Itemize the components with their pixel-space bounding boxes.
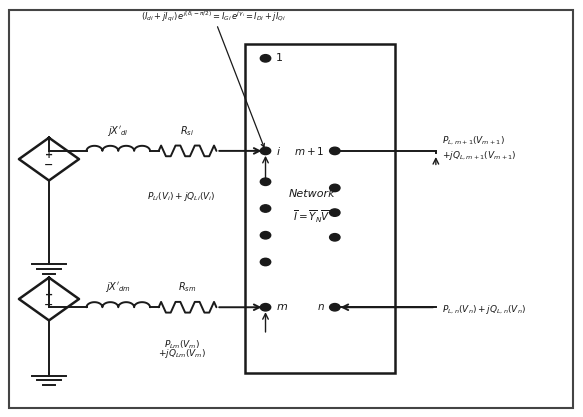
- Text: Network: Network: [289, 189, 335, 199]
- Text: $jX'_{di}$: $jX'_{di}$: [107, 124, 129, 138]
- Text: $n$: $n$: [317, 302, 324, 312]
- Text: $(I_{di}+jI_{qi})\,e^{j(\delta_i-\pi/2)}=I_{Gi}\,e^{j\gamma_i}=I_{Di}+jI_{Qi}$: $(I_{di}+jI_{qi})\,e^{j(\delta_i-\pi/2)}…: [141, 9, 286, 147]
- Text: +: +: [45, 290, 53, 300]
- Text: $R_{sm}$: $R_{sm}$: [178, 280, 197, 294]
- Text: $P_{L,m+1}(V_{m+1})$: $P_{L,m+1}(V_{m+1})$: [442, 135, 504, 147]
- Text: −: −: [44, 160, 54, 170]
- Text: $P_{L,n}(V_n)+jQ_{L,n}(V_n)$: $P_{L,n}(V_n)+jQ_{L,n}(V_n)$: [442, 303, 526, 316]
- Text: $+jQ_{L,m+1}(V_{m+1})$: $+jQ_{L,m+1}(V_{m+1})$: [442, 150, 516, 162]
- Bar: [245, 44, 395, 373]
- Text: $P_{Li}(V_i)+jQ_{Li}(V_i)$: $P_{Li}(V_i)+jQ_{Li}(V_i)$: [147, 190, 216, 203]
- Circle shape: [329, 209, 340, 216]
- Text: $R_{si}$: $R_{si}$: [181, 124, 195, 138]
- Circle shape: [261, 178, 271, 186]
- Circle shape: [329, 304, 340, 311]
- Text: $jX'_{dm}$: $jX'_{dm}$: [106, 280, 131, 294]
- Text: $i$: $i$: [276, 145, 281, 157]
- Text: $+jQ_{Lm}(V_m)$: $+jQ_{Lm}(V_m)$: [158, 347, 206, 360]
- Text: +: +: [45, 150, 53, 160]
- Circle shape: [261, 304, 271, 311]
- Text: $m+1$: $m+1$: [294, 145, 324, 157]
- Circle shape: [329, 147, 340, 155]
- Text: $P_{Lm}(V_m)$: $P_{Lm}(V_m)$: [164, 339, 200, 351]
- Text: $\overline{I}=\overline{Y}_N\overline{V}$: $\overline{I}=\overline{Y}_N\overline{V}…: [293, 208, 331, 225]
- Circle shape: [261, 147, 271, 155]
- Circle shape: [261, 55, 271, 62]
- Circle shape: [329, 184, 340, 192]
- Circle shape: [261, 205, 271, 212]
- Circle shape: [261, 231, 271, 239]
- Circle shape: [329, 234, 340, 241]
- Text: 1: 1: [276, 53, 283, 63]
- Text: −: −: [44, 300, 54, 310]
- Text: $m$: $m$: [276, 302, 288, 312]
- Circle shape: [261, 258, 271, 266]
